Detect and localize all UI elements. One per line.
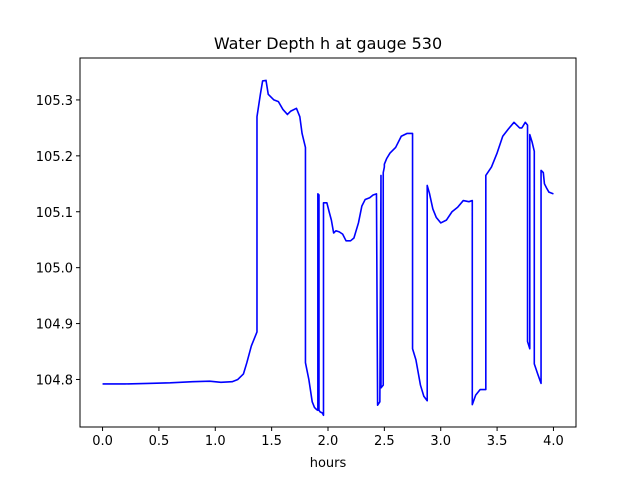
- series-layer: [102, 79, 554, 417]
- y-tick-label: 105.3: [36, 94, 73, 109]
- x-tick-label: 0.0: [92, 434, 113, 449]
- chart-title: Water Depth h at gauge 530: [214, 34, 442, 53]
- x-tick-label: 2.5: [374, 434, 395, 449]
- x-tick-label: 3.5: [487, 434, 508, 449]
- x-tick-label: 0.5: [149, 434, 170, 449]
- y-tick-label: 105.2: [36, 150, 73, 165]
- series-line-0: [102, 79, 554, 417]
- y-tick-label: 105.1: [36, 206, 73, 221]
- x-tick-label: 1.0: [205, 434, 226, 449]
- y-axis-ticks: 104.8 104.9 105.0 105.1 105.2 105.3: [36, 94, 80, 388]
- plot-area: [80, 58, 576, 427]
- x-tick-label: 4.0: [543, 434, 564, 449]
- x-tick-label: 2.0: [318, 434, 339, 449]
- x-axis-ticks: 0.0 0.5 1.0 1.5 2.0 2.5 3.0 3.5 4.0: [92, 427, 564, 449]
- y-tick-label: 105.0: [36, 262, 73, 277]
- x-tick-label: 1.5: [261, 434, 282, 449]
- x-axis-label: hours: [310, 456, 347, 471]
- y-tick-label: 104.9: [36, 318, 73, 333]
- y-tick-label: 104.8: [36, 373, 73, 388]
- x-tick-label: 3.0: [430, 434, 451, 449]
